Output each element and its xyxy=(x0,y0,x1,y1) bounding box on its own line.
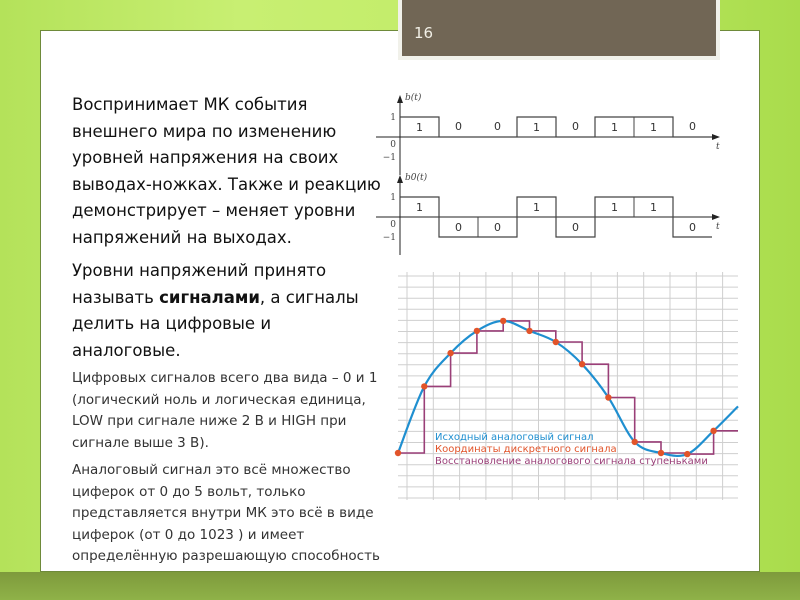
bit-label: 0 xyxy=(689,221,696,234)
paragraph-3: Цифровых сигналов всего два вида – 0 и 1… xyxy=(72,370,378,451)
bit-label: 1 xyxy=(533,201,540,214)
paragraph-4: Аналоговый сигнал это всё множество цифе… xyxy=(72,462,380,564)
sample-point xyxy=(421,383,428,390)
bit-label: 0 xyxy=(689,120,696,133)
bit-label: 1 xyxy=(650,121,657,134)
y-axis-arrow xyxy=(397,175,403,183)
bit-label: 0 xyxy=(455,221,462,234)
sample-point xyxy=(526,327,533,335)
y-tick-label: −1 xyxy=(383,233,396,243)
y-tick-label: 1 xyxy=(390,113,396,123)
sample-point xyxy=(394,449,402,457)
bit-label: 1 xyxy=(533,121,540,134)
bit-label: 1 xyxy=(416,121,423,134)
legend-entry: Исходный аналоговый сигнал xyxy=(435,432,594,443)
legend-entry: Координаты дискретного сигнала xyxy=(435,444,617,455)
bit-label: 0 xyxy=(494,221,501,234)
y-tick-label: 0 xyxy=(390,220,396,230)
sample-point xyxy=(473,327,481,335)
y-tick-label: 1 xyxy=(390,193,396,203)
slide-number: 16 xyxy=(414,24,434,42)
bit-label: 0 xyxy=(572,120,579,133)
sample-point xyxy=(657,449,665,457)
bit-label: 1 xyxy=(611,121,618,134)
sample-point xyxy=(578,361,586,368)
x-axis-label: t xyxy=(716,222,720,232)
chart-title: b0(t) xyxy=(405,172,428,183)
step-reconstruction-line xyxy=(398,320,738,455)
p2-text-end: , а сигналы делить на цифровые и аналого… xyxy=(72,287,359,360)
sample-point xyxy=(500,317,507,325)
legend-entry: Восстановление аналогового сигнала ступе… xyxy=(435,456,708,467)
y-axis-arrow xyxy=(397,95,403,103)
p2-text: Уровни напряжений принято называть xyxy=(72,261,327,307)
sample-point xyxy=(552,338,559,346)
bit-label: 1 xyxy=(650,201,657,214)
bit-label: 0 xyxy=(455,120,462,133)
sample-point xyxy=(605,394,612,401)
p2-bold: сигналами xyxy=(159,287,260,307)
signal-line xyxy=(400,116,712,138)
x-axis-arrow xyxy=(712,134,720,140)
sample-point xyxy=(631,438,638,446)
bit-label: 1 xyxy=(416,201,423,214)
bit-label: 0 xyxy=(572,221,579,234)
footer-band xyxy=(0,572,800,600)
bit-label: 1 xyxy=(611,201,618,214)
paragraph-1: Воспринимает МК события внешнего мира по… xyxy=(72,95,381,247)
y-tick-label: 0 xyxy=(390,140,396,150)
x-axis-label: t xyxy=(716,142,720,152)
bit-label: 0 xyxy=(494,120,501,133)
sample-point xyxy=(447,349,454,357)
signal-line xyxy=(400,196,712,238)
x-axis-arrow xyxy=(712,214,720,220)
chart-title: b(t) xyxy=(405,92,422,103)
sample-point xyxy=(710,427,717,434)
sample-point xyxy=(684,450,691,458)
y-tick-label: −1 xyxy=(383,153,396,163)
slide-number-box: 16 xyxy=(398,0,720,60)
paragraph-2: Уровни напряжений принято называть сигна… xyxy=(72,258,382,364)
